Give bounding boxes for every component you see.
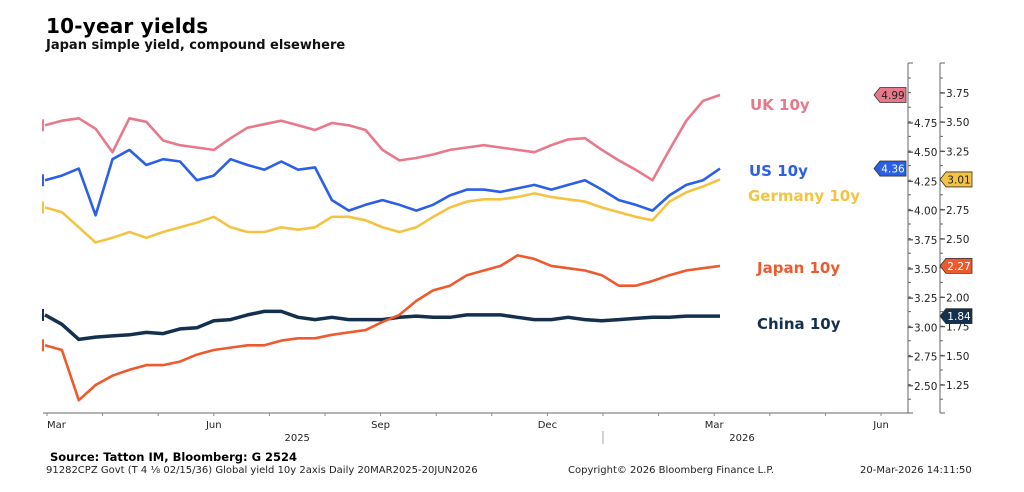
series-line-germany-10y: [44, 178, 721, 244]
last-value-label-japan-10y: 2.27: [947, 261, 970, 273]
y-axis-right-tick-label: 2.75: [946, 205, 969, 217]
x-tick-label: Jun: [205, 420, 222, 431]
last-value-markers: 3.01 4.99 4.36 1.84 2.27: [873, 87, 973, 324]
series-line-japan-10y: [44, 254, 721, 402]
y-axis-right: 3.75 3.50 3.25 2.75 2.50 2.00 1.75 1.50 1.25: [939, 62, 969, 414]
y-axis-left-tick-label: 4.00: [914, 206, 937, 218]
y-axis-left-tick-label: 3.75: [914, 235, 937, 247]
source-note: Source: Tatton IM, Bloomberg: G 2524: [50, 450, 298, 464]
last-value-label-germany-10y: 3.01: [947, 174, 970, 186]
last-value-label-china-10y: 1.84: [947, 311, 971, 323]
y-axis-left-tick-label: 4.25: [914, 176, 937, 188]
x-year-label: 2025: [284, 433, 309, 444]
series-lines: [42, 93, 721, 402]
y-axis-left-tick-label: 3.50: [914, 264, 937, 276]
last-value-marker-japan-10y: [939, 257, 973, 274]
series-line-uk-10y: [44, 93, 721, 182]
x-tick-label: Jun: [872, 420, 889, 431]
timestamp: 20-Mar-2026 14:11:50: [860, 465, 972, 476]
ticker-info: 91282CPZ Govt (T 4 ⅛ 02/15/36) Global yi…: [46, 465, 478, 476]
last-value-marker-germany-10y: [939, 171, 973, 188]
last-value-label-us-10y: 4.36: [881, 164, 905, 176]
y-axis-right-tick-label: 2.00: [946, 292, 969, 304]
y-axis-right-tick-label: 3.75: [946, 88, 969, 100]
x-tick-label: Sep: [371, 420, 390, 431]
last-value-marker-uk-10y: [873, 87, 907, 103]
y-axis-left-tick-label: 3.25: [914, 293, 937, 305]
last-value-marker-us-10y: [873, 160, 907, 177]
y-axis-left-tick-label: 2.50: [914, 381, 937, 393]
chart-subtitle: Japan simple yield, compound elsewhere: [46, 38, 346, 53]
y-axis-right-tick-label: 1.25: [946, 380, 969, 392]
y-axis-left: 4.75 4.50 4.25 4.00 3.75 3.50 3.25 3.00 2.75 2.50: [907, 62, 937, 414]
chart-title: 10-year yields: [46, 14, 209, 38]
y-axis-left-tick-label: 4.75: [914, 118, 937, 130]
y-axis-left-tick-label: 4.50: [914, 147, 937, 159]
y-axis-right-tick-label: 2.50: [946, 234, 969, 246]
y-axis-left-tick-label: 2.75: [914, 352, 937, 364]
series-label-japan-10y: Japan 10y: [756, 259, 840, 277]
last-value-marker-china-10y: [939, 308, 973, 324]
y-axis-right-tick-label: 1.50: [946, 351, 969, 363]
x-tick-label: Dec: [538, 420, 557, 431]
series-label-china-10y: China 10y: [757, 315, 841, 333]
y-axis-right-tick-label: 3.50: [946, 117, 969, 129]
series-label-germany-10y: Germany 10y: [748, 187, 860, 205]
series-label-uk-10y: UK 10y: [750, 96, 810, 114]
x-axis: Mar Jun Sep Dec Mar Jun 2025 2026: [46, 413, 889, 444]
copyright: Copyright© 2026 Bloomberg Finance L.P.: [568, 465, 775, 476]
last-value-label-uk-10y: 4.99: [881, 90, 904, 102]
y-axis-right-tick-label: 1.75: [946, 322, 969, 334]
y-axis-left-tick-label: 3.00: [914, 322, 937, 334]
x-tick-label: Mar: [47, 420, 67, 431]
series-label-us-10y: US 10y: [749, 162, 808, 180]
x-tick-label: Mar: [705, 420, 725, 431]
series-labels: Germany 10y UK 10y US 10y China 10y Japan 10…: [748, 96, 860, 333]
x-year-label: 2026: [729, 433, 754, 444]
y-axis-right-tick-label: 3.25: [946, 146, 969, 158]
series-line-us-10y: [44, 148, 721, 217]
series-line-china-10y: [44, 309, 720, 342]
